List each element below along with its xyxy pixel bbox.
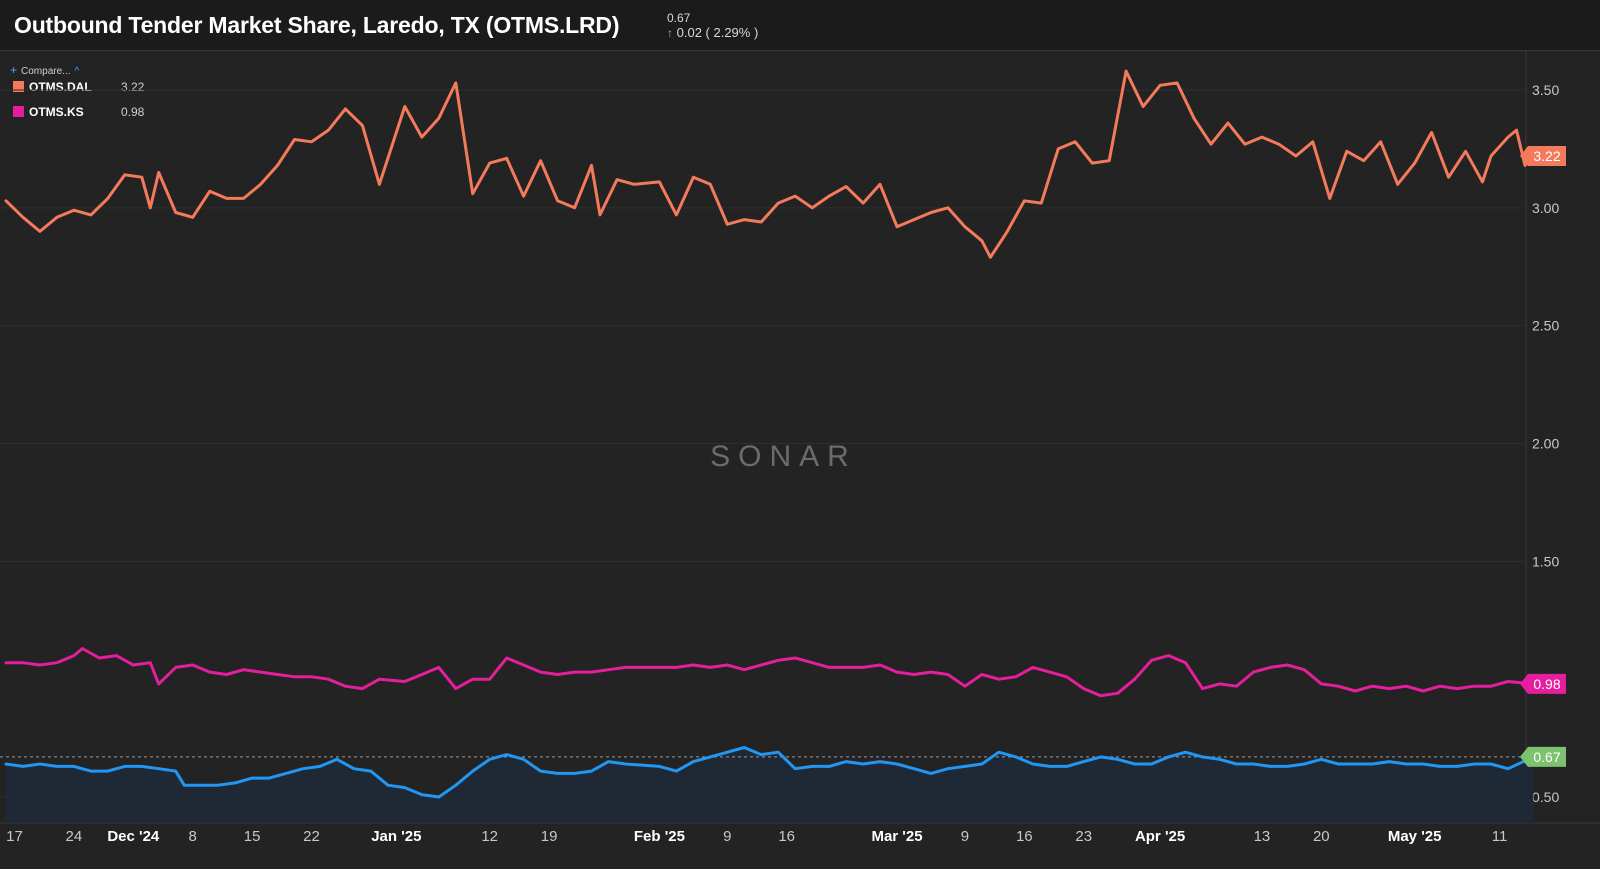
y-tick-label: 3.50 <box>1532 82 1559 98</box>
y-tick-label: 1.50 <box>1532 553 1559 569</box>
x-tick-label: 12 <box>481 828 498 845</box>
y-tick-label: 0.50 <box>1532 789 1559 805</box>
x-tick-label: May '25 <box>1388 828 1442 845</box>
x-tick-label: 16 <box>1016 828 1033 845</box>
series-line-otms-ks <box>4 647 1535 698</box>
x-tick-label: 17 <box>6 828 23 845</box>
legend-name: OTMS.KS <box>29 105 84 119</box>
page-title: Outbound Tender Market Share, Laredo, TX… <box>14 12 620 38</box>
chart-header: Outbound Tender Market Share, Laredo, TX… <box>0 0 1600 51</box>
chevron-up-icon: ^ <box>74 66 80 77</box>
y-tick-label: 2.50 <box>1532 318 1559 334</box>
x-tick-label: 16 <box>778 828 795 845</box>
x-tick-label: Jan '25 <box>371 828 421 845</box>
value-tag <box>1520 145 1566 166</box>
last-price: 0.67 <box>667 11 691 25</box>
x-tick-label: 15 <box>244 828 261 845</box>
compare-label: Compare... <box>21 66 71 77</box>
series-line-otms-dal <box>4 69 1535 259</box>
legend-swatch <box>13 81 24 92</box>
x-tick-label: 9 <box>723 828 731 845</box>
value-tag-label: 3.22 <box>1533 148 1560 164</box>
x-tick-label: Mar '25 <box>871 828 922 845</box>
x-tick-label: 22 <box>303 828 320 845</box>
up-arrow-icon: ↑ <box>667 26 673 40</box>
plus-icon: + <box>10 63 18 77</box>
price-change-value: 0.02 ( 2.29% ) <box>676 25 759 40</box>
legend-value: 0.98 <box>121 105 145 119</box>
price-change: ↑ 0.02 ( 2.29% ) <box>667 25 758 40</box>
x-tick-label: 20 <box>1313 828 1330 845</box>
x-tick-label: 8 <box>189 828 197 845</box>
x-tick-label: 9 <box>961 828 969 845</box>
legend-swatch <box>13 106 24 117</box>
value-tag-label: 0.98 <box>1533 676 1560 692</box>
value-tag-label: 0.67 <box>1533 749 1560 765</box>
y-tick-label: 3.00 <box>1532 200 1559 216</box>
x-tick-label: Apr '25 <box>1135 828 1185 845</box>
y-tick-label: 2.00 <box>1532 436 1559 452</box>
x-tick-label: 13 <box>1254 828 1271 845</box>
line-chart[interactable]: 0.50 1.50 2.00 2.50 3.00 3.50 17 24 Dec '24 8 15 22… <box>0 51 1600 869</box>
compare-toggle[interactable]: + Compare... ^ <box>10 63 79 77</box>
series-area-lrd <box>6 747 1534 823</box>
x-tick-label: 11 <box>1492 828 1508 845</box>
value-tag <box>1520 746 1566 767</box>
legend-item-ks[interactable]: OTMS.KS 0.98 <box>13 105 144 119</box>
x-tick-label: 23 <box>1075 828 1092 845</box>
x-tick-label: 19 <box>541 828 558 845</box>
x-tick-label: 24 <box>66 828 83 845</box>
x-tick-label: Feb '25 <box>634 828 685 845</box>
sonar-watermark: SONAR <box>710 440 857 473</box>
value-tag <box>1520 673 1566 694</box>
series-line-otms-lrd <box>4 746 1535 799</box>
x-tick-label: Dec '24 <box>107 828 160 845</box>
